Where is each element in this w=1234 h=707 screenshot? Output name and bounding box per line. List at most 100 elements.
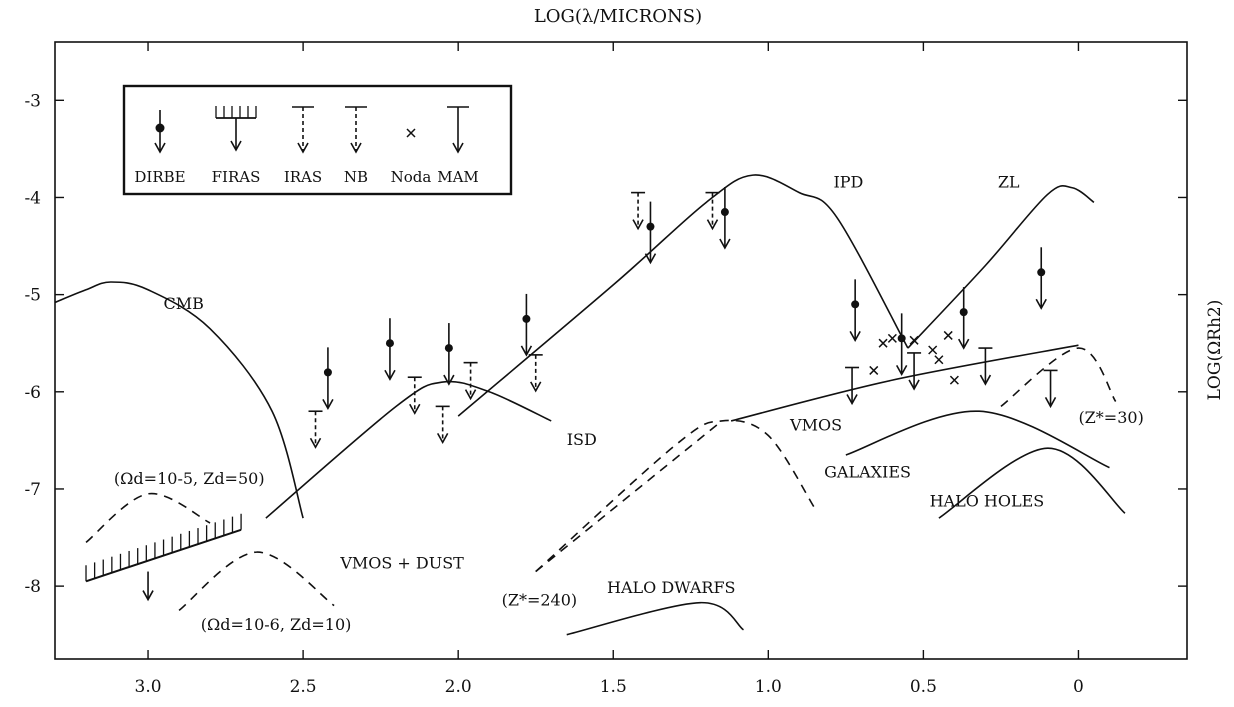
dirbe-dot bbox=[1037, 268, 1046, 277]
dirbe-arrowhead bbox=[644, 253, 657, 265]
iras-arrowhead bbox=[409, 403, 421, 415]
x-axis-title: LOG(λ/MICRONS) bbox=[534, 6, 702, 27]
upper-limit-firas bbox=[142, 571, 154, 602]
dirbe-dot bbox=[646, 222, 655, 231]
upper-limit-dirbe bbox=[719, 187, 731, 250]
upper-limit-dirbe bbox=[958, 287, 970, 350]
mam-arrowhead bbox=[979, 374, 992, 386]
x-tick-label: 1.0 bbox=[755, 677, 782, 697]
dirbe-dot bbox=[323, 368, 332, 377]
curve-label-cmb: CMB bbox=[164, 294, 204, 313]
upper-limit-mam bbox=[1043, 369, 1058, 409]
legend-item-iras: IRAS bbox=[284, 106, 322, 186]
upper-limit-nb bbox=[528, 354, 543, 393]
curve-halo-dwarfs bbox=[566, 601, 745, 636]
noda-point bbox=[909, 335, 919, 345]
dirbe-arrowhead bbox=[322, 398, 334, 411]
x-tick-label: 2.5 bbox=[290, 677, 317, 697]
y-tick-label: -4 bbox=[24, 188, 41, 208]
legend-label-firas: FIRAS bbox=[212, 168, 261, 186]
curve-label-z-30: (Z*=30) bbox=[1078, 408, 1143, 427]
curve-galaxies bbox=[845, 410, 1110, 469]
dirbe-arrowhead bbox=[958, 338, 970, 350]
y-tick-label: -6 bbox=[24, 383, 41, 403]
legend-label-iras: IRAS bbox=[284, 168, 322, 186]
curve-cmb bbox=[54, 281, 304, 519]
noda-points-layer bbox=[869, 330, 959, 385]
mam-arrowhead bbox=[1044, 397, 1057, 409]
dirbe-dot bbox=[522, 314, 531, 323]
dirbe-arrowhead bbox=[443, 374, 455, 386]
curve-isd bbox=[265, 380, 552, 519]
curve-label-z-240: (Z*=240) bbox=[502, 591, 578, 610]
upper-limit-iras bbox=[435, 405, 450, 445]
y-tick-label: -7 bbox=[24, 480, 41, 500]
curve-label-zl: ZL bbox=[998, 173, 1020, 192]
firas-hatched-band bbox=[85, 513, 242, 583]
curve-label-galaxies: GALAXIES bbox=[824, 462, 911, 481]
legend-mam-arrowhead bbox=[452, 142, 464, 154]
dirbe-arrowhead bbox=[384, 369, 396, 381]
iras-arrowhead bbox=[309, 437, 322, 449]
iras-arrowhead bbox=[436, 432, 449, 445]
curve-label-isd: ISD bbox=[567, 430, 597, 449]
dirbe-dot bbox=[720, 208, 729, 217]
x-tick-label: 2.0 bbox=[445, 677, 472, 697]
mam-arrowhead bbox=[908, 379, 920, 391]
upper-limit-iras bbox=[631, 191, 646, 231]
dirbe-dot bbox=[851, 300, 860, 309]
dirbe-dot bbox=[897, 334, 906, 343]
y-axis-title: LOG(ΩRh2) bbox=[1205, 300, 1225, 401]
curve-label-halo-dwarfs: HALO DWARFS bbox=[607, 578, 735, 597]
upper-limit-iras bbox=[705, 191, 720, 231]
dirbe-arrowhead bbox=[520, 345, 533, 357]
curve-d-10-6-zd-10 bbox=[178, 551, 335, 612]
curve-label-d-10-6-zd-10: (Ωd=10-6, Zd=10) bbox=[201, 615, 352, 634]
upper-limit-mam bbox=[845, 366, 860, 406]
y-axis-ticks: -3 -4 -5 -6 -7 -8 bbox=[24, 91, 1187, 597]
curve-d-10-5-zd-50 bbox=[85, 493, 211, 544]
curve-vmos bbox=[730, 344, 1079, 422]
upper-limits-layer bbox=[142, 187, 1058, 602]
iras-arrowhead bbox=[706, 219, 719, 231]
upper-limit-dirbe bbox=[895, 313, 908, 377]
curve-label-vmos: VMOS bbox=[789, 416, 842, 435]
curve-halo-holes bbox=[938, 447, 1126, 519]
dirbe-dot bbox=[385, 339, 394, 348]
legend-iras-arrowhead bbox=[297, 142, 309, 154]
legend-item-nb: NB bbox=[344, 106, 368, 186]
upper-limit-iras bbox=[308, 410, 323, 449]
upper-limit-dirbe bbox=[644, 201, 657, 265]
upper-limit-dirbe bbox=[1035, 247, 1047, 310]
legend-item-noda: Noda bbox=[391, 128, 431, 186]
x-tick-label: 0.5 bbox=[910, 677, 937, 697]
legend-nb-arrowhead bbox=[350, 142, 362, 154]
curve-z-30 bbox=[1000, 347, 1117, 408]
legend-item-dirbe: DIRBE bbox=[134, 110, 186, 186]
y-tick-label: -8 bbox=[24, 577, 41, 597]
iras-arrowhead bbox=[632, 219, 644, 231]
noda-point bbox=[949, 375, 959, 385]
nb-arrowhead bbox=[530, 381, 542, 393]
noda-point bbox=[928, 345, 938, 355]
dirbe-dot bbox=[444, 344, 453, 353]
legend-item-firas: FIRAS bbox=[212, 106, 261, 186]
legend-noda-cross bbox=[406, 128, 416, 138]
upper-limit-mam bbox=[978, 347, 993, 386]
x-tick-label: 0 bbox=[1073, 677, 1084, 697]
upper-limit-mam bbox=[907, 352, 922, 391]
curve-label-halo-holes: HALO HOLES bbox=[930, 491, 1045, 510]
legend-dirbe-arrowhead bbox=[154, 142, 166, 154]
upper-limit-iras bbox=[463, 361, 478, 401]
firas-arrowhead bbox=[142, 590, 154, 602]
mam-arrowhead bbox=[846, 394, 858, 406]
curve-label-d-10-5-zd-50: (Ωd=10-5, Zd=50) bbox=[114, 469, 265, 488]
curve-label-ipd: IPD bbox=[833, 173, 863, 192]
y-tick-label: -5 bbox=[24, 286, 41, 306]
noda-point bbox=[878, 338, 888, 348]
iras-arrowhead bbox=[464, 389, 477, 401]
legend-firas-arrowhead bbox=[230, 140, 242, 152]
noda-point bbox=[869, 365, 879, 375]
